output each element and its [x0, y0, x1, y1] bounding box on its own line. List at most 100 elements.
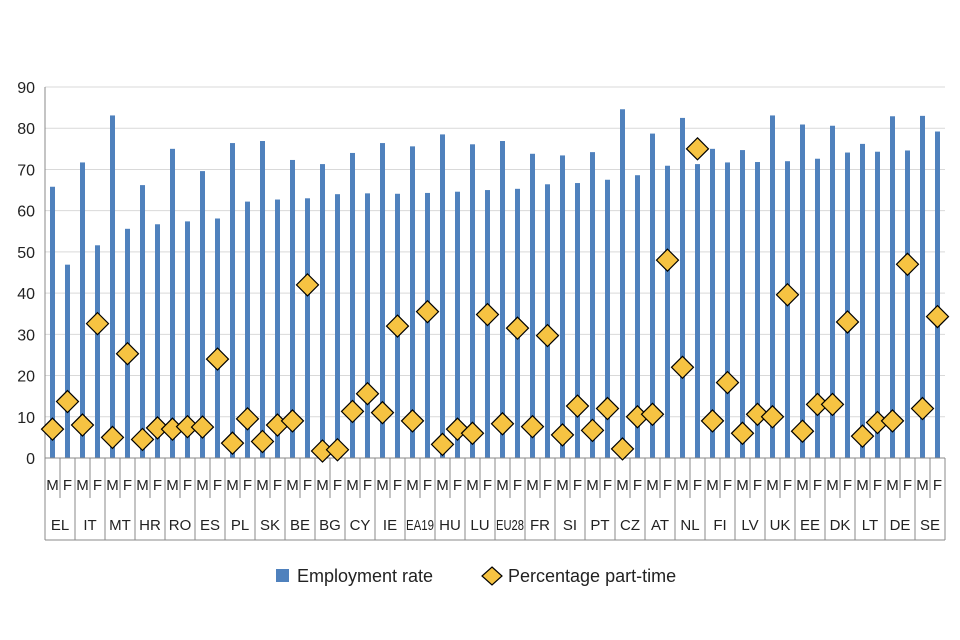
sex-label: F	[303, 477, 312, 494]
employment-bar-el-m	[50, 186, 55, 458]
sex-label: F	[903, 477, 912, 494]
employment-bar-nl-f	[695, 164, 700, 458]
part-time-marker-lt-m	[850, 424, 875, 449]
country-label-ee: EE	[800, 517, 820, 534]
country-label-pt: PT	[590, 517, 609, 534]
country-label-de: DE	[890, 517, 911, 534]
employment-bar-be-m	[290, 159, 295, 459]
y-tick-label: 90	[17, 80, 35, 97]
sex-label: F	[783, 477, 792, 494]
part-time-marker-hr-m	[130, 427, 155, 452]
sex-label: M	[886, 477, 899, 494]
sex-label: M	[76, 477, 89, 494]
y-tick-label: 50	[17, 245, 35, 262]
y-tick-label: 0	[26, 451, 35, 468]
part-time-marker-ea19-f	[415, 299, 440, 324]
country-label-se: SE	[920, 517, 940, 534]
country-label-cy: CY	[350, 517, 371, 534]
sex-label: F	[153, 477, 162, 494]
part-time-marker-se-m	[910, 396, 935, 421]
y-tick-label: 20	[17, 369, 35, 386]
part-time-marker-be-m	[280, 409, 305, 433]
part-time-marker-se-f	[925, 304, 950, 329]
sex-label: M	[406, 477, 419, 494]
part-time-marker-dk-m	[820, 392, 845, 417]
sex-label: F	[393, 477, 402, 494]
sex-label: M	[916, 477, 929, 494]
sex-label: F	[693, 477, 702, 494]
sex-label: M	[106, 477, 119, 494]
sex-label: F	[273, 477, 282, 494]
sex-label: F	[633, 477, 642, 494]
employment-bar-el-f	[65, 264, 70, 458]
sex-label: F	[333, 477, 342, 494]
sex-label: M	[286, 477, 299, 494]
sex-label: F	[213, 477, 222, 494]
legend: Employment rate Percentage part-time	[276, 566, 676, 586]
country-label-lu: LU	[470, 517, 489, 534]
employment-bar-be-f	[305, 198, 310, 459]
country-label-uk: UK	[770, 517, 791, 534]
part-time-marker-sk-m	[250, 429, 275, 454]
employment-bar-sk-f	[275, 199, 280, 458]
sex-label: F	[603, 477, 612, 494]
employment-bar-cy-m	[350, 152, 355, 458]
employment-bar-hu-m	[440, 134, 445, 458]
employment-bar-pt-f	[605, 179, 610, 458]
sex-label: M	[736, 477, 749, 494]
employment-bar-hu-f	[455, 191, 460, 458]
part-time-marker-cz-m	[610, 437, 635, 461]
employment-bar-hr-f	[155, 224, 160, 458]
part-time-marker-de-f	[895, 252, 920, 277]
country-label-el: EL	[51, 517, 69, 534]
employment-bar-es-f	[215, 218, 220, 458]
employment-bar-cy-f	[365, 193, 370, 458]
country-label-mt: MT	[109, 517, 131, 534]
legend-swatch-employment	[276, 569, 289, 582]
part-time-marker-fi-m	[700, 409, 725, 433]
employment-bar-fr-f	[545, 184, 550, 459]
sex-label: M	[136, 477, 149, 494]
country-label-sk: SK	[260, 517, 280, 534]
country-label-fr: FR	[530, 517, 550, 534]
part-time-marker-lu-f	[475, 302, 500, 327]
part-time-marker-ie-m	[370, 400, 395, 425]
country-label-pl: PL	[231, 517, 249, 534]
employment-bar-ea19-m	[410, 146, 415, 459]
part-time-marker-cy-f	[355, 381, 380, 406]
sex-label: M	[346, 477, 359, 494]
sex-label: F	[813, 477, 822, 494]
gridlines	[45, 86, 945, 418]
employment-bar-pl-f	[245, 201, 250, 458]
employment-bar-es-m	[200, 171, 205, 459]
part-time-marker-nl-m	[670, 355, 695, 380]
part-time-marker-es-f	[205, 347, 230, 371]
sex-label: F	[933, 477, 942, 494]
sex-label: M	[196, 477, 209, 494]
employment-bar-at-m	[650, 133, 655, 458]
sex-label: M	[316, 477, 329, 494]
employment-bar-fi-f	[725, 162, 730, 459]
y-tick-label: 70	[17, 162, 35, 179]
part-time-marker-lv-m	[730, 421, 755, 446]
part-time-marker-it-f	[85, 311, 110, 336]
employment-bar-uk-m	[770, 115, 775, 459]
y-tick-label: 40	[17, 286, 35, 303]
sex-label: M	[256, 477, 269, 494]
part-time-marker-fr-f	[535, 323, 560, 348]
sex-label: M	[856, 477, 869, 494]
employment-bar-it-f	[95, 245, 100, 458]
employment-bar-bg-f	[335, 194, 340, 458]
employment-bar-pl-m	[230, 143, 235, 458]
y-tick-label: 60	[17, 204, 35, 221]
part-time-marker-at-m	[640, 402, 665, 427]
country-label-eu28: EU28	[496, 517, 524, 534]
legend-label-part-time: Percentage part-time	[508, 566, 676, 586]
sex-label: M	[586, 477, 599, 494]
employment-bar-ee-m	[800, 124, 805, 459]
axes	[44, 87, 946, 541]
part-time-marker-pt-f	[595, 396, 620, 421]
sex-label: M	[376, 477, 389, 494]
employment-bar-lu-m	[470, 144, 475, 458]
